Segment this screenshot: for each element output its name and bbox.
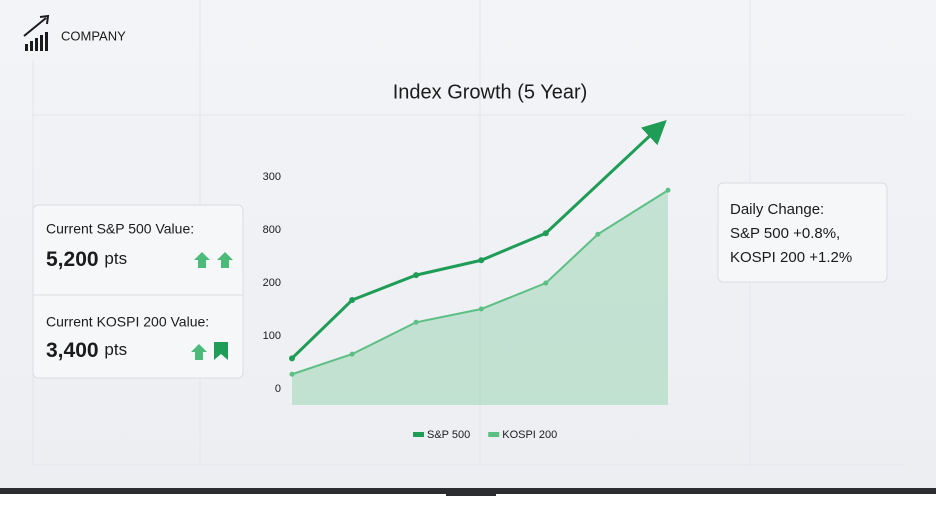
unit: pts [104, 340, 127, 359]
series-line [290, 120, 667, 360]
point [349, 297, 356, 304]
point [289, 355, 295, 362]
point [665, 187, 671, 193]
card-value: 3,400 pts [46, 339, 127, 362]
legend-label: S&P 500 [427, 429, 470, 441]
unit: pts [104, 249, 127, 268]
value: 3,400 [46, 339, 99, 362]
logo [23, 14, 50, 51]
panes [32, 0, 905, 466]
daily-card [717, 182, 888, 283]
y-tick-label: 200 [263, 277, 281, 289]
y-tick-label: 300 [263, 171, 281, 183]
brand: COMPANY [61, 28, 126, 43]
point [413, 319, 419, 325]
point [478, 306, 484, 312]
legend-swatch [488, 432, 500, 437]
value-card [32, 204, 244, 379]
legend-swatch [413, 432, 424, 437]
point [542, 230, 549, 237]
point [413, 272, 420, 279]
point [595, 231, 601, 237]
point [543, 280, 549, 286]
point [478, 257, 485, 264]
chart-title: Index Growth (5 Year) [393, 81, 588, 103]
point [349, 351, 355, 357]
plot: 0 100 200 800 300 S&P 500 KOSPI 200 [263, 120, 671, 441]
y-tick-label: 800 [263, 224, 281, 236]
card-value: 5,200 pts [46, 248, 127, 271]
point [289, 371, 295, 377]
daily-line: S&P 500 +0.8%, [730, 225, 840, 242]
y-tick-label: 0 [275, 383, 281, 395]
bezel [0, 488, 936, 494]
card-label: Current KOSPI 200 Value: [46, 314, 209, 330]
y-tick-label: 100 [263, 330, 281, 342]
value: 5,200 [46, 248, 99, 271]
trend-icons [191, 252, 233, 360]
area [292, 190, 668, 405]
daily-line: KOSPI 200 +1.2% [730, 249, 852, 266]
legend-label: KOSPI 200 [502, 429, 557, 441]
daily-title: Daily Change: [730, 201, 824, 218]
card-label: Current S&P 500 Value: [46, 221, 194, 237]
stand [446, 492, 496, 496]
